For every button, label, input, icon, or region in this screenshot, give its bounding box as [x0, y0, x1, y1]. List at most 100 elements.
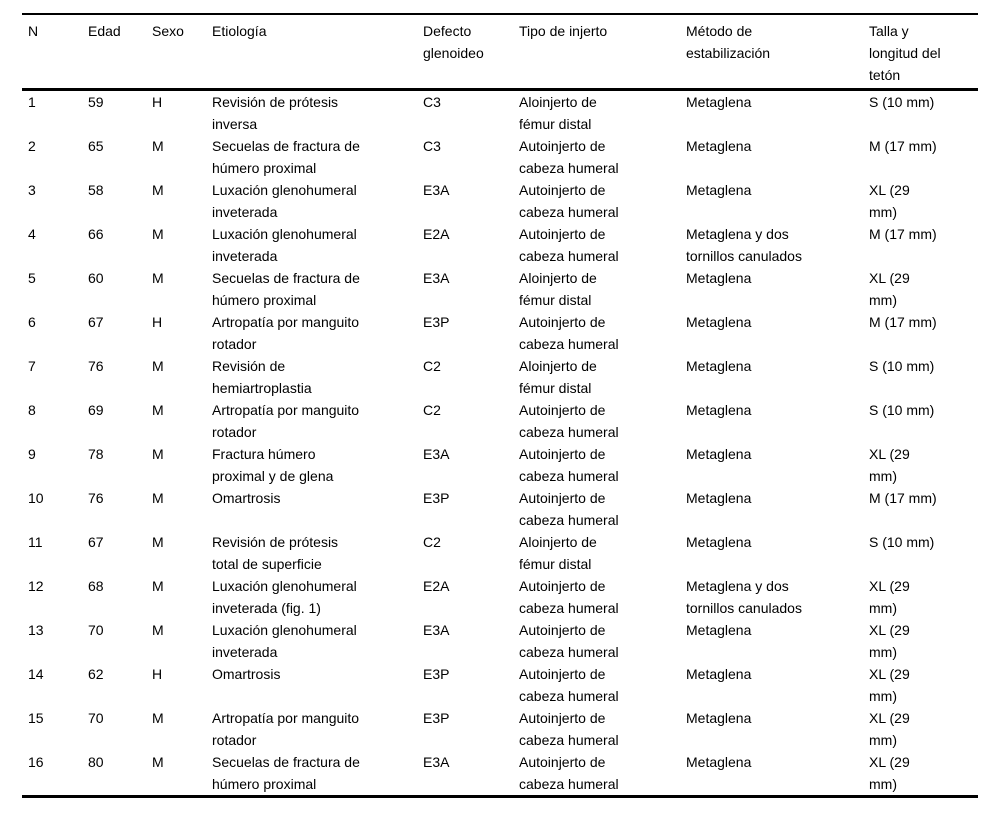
cell-metodo: Metaglena [686, 402, 752, 418]
cell-n: 16 [28, 754, 44, 770]
cell-defecto: E2A [423, 578, 450, 594]
cell-n: 15 [28, 710, 44, 726]
cell-etiologia: Artropatía por manguito rotador [212, 314, 360, 352]
cell-metodo: Metaglena [686, 622, 752, 638]
cell-sexo: M [152, 358, 164, 374]
cell-edad: 69 [88, 402, 104, 418]
table-row: 8 69 M Artropatía por manguito rotador C… [22, 399, 978, 443]
cell-metodo: Metaglena y dos tornillos canulados [686, 226, 802, 264]
table-row: 1 59 H Revisión de prótesis inversa C3 A… [22, 90, 978, 136]
cell-metodo: Metaglena [686, 358, 752, 374]
cell-talla: XL (29 mm) [869, 578, 910, 616]
cell-n: 4 [28, 226, 36, 242]
cell-edad: 65 [88, 138, 104, 154]
cell-talla: M (17 mm) [869, 226, 937, 242]
cell-defecto: E2A [423, 226, 450, 242]
column-header-sexo: Sexo [146, 14, 206, 91]
table-row: 15 70 M Artropatía por manguito rotador … [22, 707, 978, 751]
cell-n: 8 [28, 402, 36, 418]
cell-metodo: Metaglena [686, 138, 752, 154]
cell-metodo: Metaglena [686, 182, 752, 198]
cell-etiologia: Luxación glenohumeral inveterada [212, 226, 357, 264]
table-row: 4 66 M Luxación glenohumeral inveterada … [22, 223, 978, 267]
cell-tipo-injerto: Autoinjerto de cabeza humeral [519, 182, 619, 220]
table-container: N Edad Sexo Etiología Defecto glenoideo … [22, 13, 978, 798]
cell-etiologia: Artropatía por manguito rotador [212, 710, 360, 748]
cell-etiologia: Revisión de prótesis inversa [212, 94, 339, 132]
cell-metodo: Metaglena [686, 754, 752, 770]
table-row: 10 76 M Omartrosis E3P Autoinjerto de ca… [22, 487, 978, 531]
table-row: 11 67 M Revisión de prótesis total de su… [22, 531, 978, 575]
cell-metodo: Metaglena [686, 314, 752, 330]
column-header-talla: Talla y longitud del tetón [863, 14, 978, 91]
table-row: 7 76 M Revisión de hemiartroplastia C2 A… [22, 355, 978, 399]
cell-tipo-injerto: Aloinjerto de fémur distal [519, 94, 597, 132]
cell-tipo-injerto: Aloinjerto de fémur distal [519, 270, 597, 308]
cell-sexo: M [152, 270, 164, 286]
table-body: 1 59 H Revisión de prótesis inversa C3 A… [22, 90, 978, 797]
cell-defecto: C3 [423, 138, 441, 154]
cell-etiologia: Artropatía por manguito rotador [212, 402, 360, 440]
cell-sexo: M [152, 138, 164, 154]
cell-defecto: C2 [423, 402, 441, 418]
cell-sexo: M [152, 578, 164, 594]
table-row: 14 62 H Omartrosis E3P Autoinjerto de ca… [22, 663, 978, 707]
cell-sexo: M [152, 402, 164, 418]
cell-n: 11 [28, 534, 43, 550]
cell-n: 7 [28, 358, 36, 374]
cell-edad: 70 [88, 622, 104, 638]
cell-etiologia: Fractura húmero proximal y de glena [212, 446, 334, 484]
header-row: N Edad Sexo Etiología Defecto glenoideo … [22, 14, 978, 91]
cell-sexo: H [152, 94, 163, 110]
cell-defecto: E3A [423, 754, 450, 770]
table-row: 2 65 M Secuelas de fractura de húmero pr… [22, 135, 978, 179]
cell-defecto: C2 [423, 534, 441, 550]
cell-talla: S (10 mm) [869, 534, 935, 550]
cell-sexo: M [152, 182, 164, 198]
cell-talla: XL (29 mm) [869, 622, 910, 660]
cell-tipo-injerto: Autoinjerto de cabeza humeral [519, 710, 619, 748]
cell-edad: 67 [88, 534, 104, 550]
cell-talla: XL (29 mm) [869, 666, 910, 704]
cell-edad: 80 [88, 754, 104, 770]
cell-tipo-injerto: Autoinjerto de cabeza humeral [519, 622, 619, 660]
cell-n: 2 [28, 138, 36, 154]
cell-edad: 78 [88, 446, 104, 462]
cell-tipo-injerto: Autoinjerto de cabeza humeral [519, 666, 619, 704]
cell-n: 12 [28, 578, 44, 594]
cell-n: 6 [28, 314, 36, 330]
cell-defecto: E3P [423, 314, 450, 330]
cell-edad: 76 [88, 490, 104, 506]
cell-tipo-injerto: Autoinjerto de cabeza humeral [519, 490, 619, 528]
cell-etiologia: Revisión de hemiartroplastia [212, 358, 312, 396]
cell-defecto: E3P [423, 666, 450, 682]
cell-tipo-injerto: Autoinjerto de cabeza humeral [519, 138, 619, 176]
column-header-tipo-injerto: Tipo de injerto [513, 14, 680, 91]
table-row: 5 60 M Secuelas de fractura de húmero pr… [22, 267, 978, 311]
cell-sexo: H [152, 314, 163, 330]
column-header-edad: Edad [82, 14, 146, 91]
cell-edad: 68 [88, 578, 104, 594]
cell-etiologia: Luxación glenohumeral inveterada [212, 182, 357, 220]
cell-edad: 60 [88, 270, 104, 286]
table-row: 3 58 M Luxación glenohumeral inveterada … [22, 179, 978, 223]
cell-talla: S (10 mm) [869, 402, 935, 418]
cell-sexo: M [152, 490, 164, 506]
cell-n: 9 [28, 446, 36, 462]
cell-sexo: M [152, 622, 164, 638]
cell-defecto: E3A [423, 270, 450, 286]
cell-metodo: Metaglena [686, 710, 752, 726]
column-header-metodo: Método de estabilización [680, 14, 863, 91]
cell-tipo-injerto: Aloinjerto de fémur distal [519, 534, 597, 572]
cell-metodo: Metaglena [686, 270, 752, 286]
cell-edad: 67 [88, 314, 104, 330]
table-row: 12 68 M Luxación glenohumeral inveterada… [22, 575, 978, 619]
cell-talla: XL (29 mm) [869, 182, 910, 220]
cell-metodo: Metaglena [686, 666, 752, 682]
cell-tipo-injerto: Aloinjerto de fémur distal [519, 358, 597, 396]
cell-n: 13 [28, 622, 44, 638]
table-row: 9 78 M Fractura húmero proximal y de gle… [22, 443, 978, 487]
cell-metodo: Metaglena [686, 534, 752, 550]
cell-n: 1 [28, 94, 36, 110]
cell-etiologia: Omartrosis [212, 490, 281, 506]
